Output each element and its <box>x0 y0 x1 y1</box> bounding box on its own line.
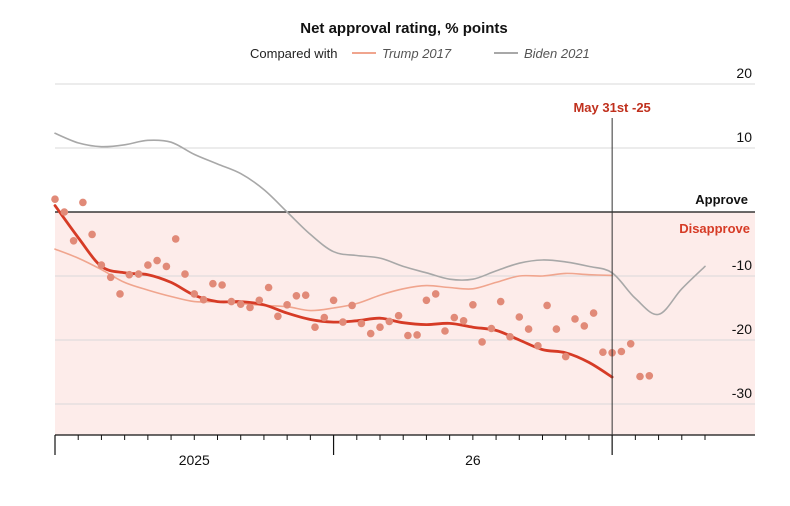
poll-dot <box>459 317 468 325</box>
poll-dot <box>255 296 264 305</box>
poll-dot <box>515 313 524 321</box>
poll-dot <box>524 325 533 333</box>
poll-dot <box>413 331 421 339</box>
y-tick-label: -30 <box>732 385 752 401</box>
poll-dot <box>69 237 78 245</box>
disapprove-label: Disapprove <box>679 221 750 236</box>
y-axis: 20 10 -10 -20 -30 <box>732 65 752 401</box>
poll-dot <box>376 323 384 332</box>
poll-dot <box>487 324 496 333</box>
poll-dot <box>236 300 245 309</box>
poll-dot <box>301 291 310 300</box>
poll-dot <box>162 262 171 271</box>
x-axis: 2025 26 <box>54 434 755 468</box>
poll-dot <box>274 312 282 321</box>
poll-dot <box>348 301 356 310</box>
poll-dot <box>580 322 589 330</box>
poll-dot <box>552 325 561 333</box>
legend: Compared with Trump 2017 Biden 2021 <box>250 46 590 61</box>
poll-dot <box>125 270 134 279</box>
poll-dot <box>329 296 338 305</box>
biden-2021-line <box>54 132 706 316</box>
poll-dot <box>246 303 254 312</box>
x-tick-label: 2025 <box>179 452 210 468</box>
poll-dot <box>292 292 301 300</box>
poll-dot <box>339 318 347 326</box>
poll-dots <box>51 195 654 381</box>
poll-dot <box>181 270 189 278</box>
poll-dot <box>283 301 291 309</box>
poll-dot <box>116 290 124 298</box>
chart-title: Net approval rating, % points <box>300 20 508 37</box>
poll-dot <box>543 301 551 310</box>
current-approval-line <box>53 204 614 379</box>
poll-dot <box>209 279 217 288</box>
poll-dot <box>450 313 459 322</box>
poll-dot <box>357 319 366 328</box>
poll-dot <box>617 347 626 356</box>
poll-dot <box>366 329 375 338</box>
poll-dot <box>79 198 87 207</box>
poll-dot <box>441 327 449 335</box>
poll-dot <box>227 297 236 306</box>
poll-dot <box>190 290 199 298</box>
series-lines <box>53 132 706 379</box>
poll-dot <box>153 256 161 265</box>
poll-dot <box>171 235 180 243</box>
date-marker: May 31st -25 <box>573 100 651 435</box>
poll-dot <box>394 311 403 320</box>
legend-entry: Biden 2021 <box>524 46 590 61</box>
poll-dot <box>506 333 514 341</box>
poll-dot <box>534 342 542 350</box>
poll-dot <box>106 273 115 282</box>
poll-dot <box>645 372 654 380</box>
poll-dot <box>144 261 152 269</box>
poll-dot <box>97 261 106 269</box>
x-tick-label: 26 <box>465 452 481 468</box>
poll-dot <box>311 323 319 332</box>
poll-dot <box>134 270 143 278</box>
poll-dot <box>561 352 570 361</box>
poll-dot <box>199 295 208 304</box>
poll-dot <box>478 338 486 346</box>
y-tick-label: -10 <box>732 257 752 273</box>
poll-dot <box>404 331 412 340</box>
y-tick-label: 20 <box>736 65 752 81</box>
legend-prefix: Compared with <box>250 46 337 61</box>
y-tick-label: -20 <box>732 321 752 337</box>
approve-label: Approve <box>695 192 748 207</box>
poll-dot <box>51 195 59 203</box>
poll-dot <box>496 297 505 306</box>
trump-2017-line <box>54 248 613 312</box>
poll-dot <box>626 340 635 348</box>
poll-dot <box>320 313 329 322</box>
legend-entry: Trump 2017 <box>382 46 452 61</box>
poll-dot <box>218 281 226 289</box>
poll-dot <box>385 317 394 326</box>
poll-dot <box>422 296 431 305</box>
poll-dot <box>431 290 440 298</box>
poll-dot <box>88 230 96 239</box>
poll-dot <box>636 372 644 381</box>
date-marker-label: May 31st -25 <box>573 100 650 115</box>
poll-dot <box>589 309 598 317</box>
poll-dot <box>469 301 477 309</box>
poll-dot <box>571 315 579 323</box>
gridlines <box>55 83 755 405</box>
poll-dot <box>599 348 607 357</box>
poll-dot <box>264 283 273 292</box>
poll-dot <box>60 208 69 216</box>
y-tick-label: 10 <box>736 129 752 145</box>
